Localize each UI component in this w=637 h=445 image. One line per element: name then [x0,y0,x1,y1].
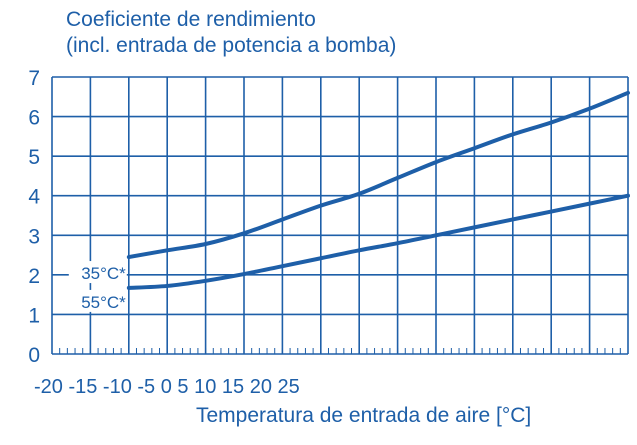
x-axis-minor-ticks [51,348,629,354]
y-tick-label: 6 [28,107,40,130]
chart-title: Coeficiente de rendimiento [66,8,316,31]
y-tick-label: 4 [28,186,40,209]
series-label: 35°C* [81,264,126,283]
series-label-background [68,261,127,284]
series-label-background [68,289,127,312]
y-tick-label: 1 [28,304,40,327]
series-group: 35°C* 55°C* [68,90,630,312]
x-axis-tick-labels: -20 -15 -10 -5 0 5 10 15 20 25 [34,376,300,398]
grid [51,76,629,355]
y-tick-label: 0 [28,344,40,367]
chart-subtitle: (incl. entrada de potencia a bomba) [66,34,397,57]
y-tick-label: 5 [28,146,40,169]
y-tick-label: 2 [28,265,40,288]
y-tick-label: 7 [28,67,40,90]
x-axis-label: Temperatura de entrada de aire [°C] [196,404,532,427]
series-line-2 [126,193,630,290]
series-line-1 [126,90,630,260]
y-tick-label: 3 [28,225,40,248]
series-label: 55°C* [81,293,126,312]
y-axis-ticks: 0 1 2 3 4 5 6 7 [28,67,40,367]
